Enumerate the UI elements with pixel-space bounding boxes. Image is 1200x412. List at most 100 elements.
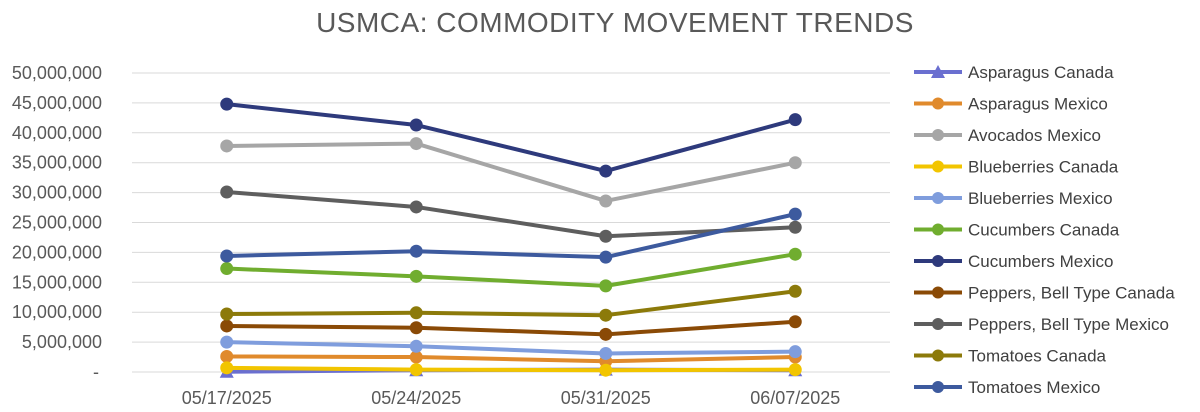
- legend-label: Avocados Mexico: [968, 126, 1101, 145]
- data-point: [409, 200, 423, 214]
- series: [220, 335, 802, 360]
- y-tick-label: 35,000,000: [12, 153, 102, 173]
- y-tick-label: 20,000,000: [12, 242, 102, 262]
- data-point: [788, 284, 802, 298]
- legend-marker: [932, 286, 944, 299]
- y-tick-label: 30,000,000: [12, 183, 102, 203]
- legend-label: Peppers, Bell Type Canada: [968, 284, 1175, 303]
- y-tick-label: 5,000,000: [22, 332, 102, 352]
- data-point: [599, 308, 613, 322]
- legend-marker: [932, 318, 944, 330]
- data-point: [599, 164, 613, 178]
- data-point: [788, 315, 802, 329]
- series: [220, 361, 802, 377]
- data-point: [788, 220, 802, 234]
- data-point: [599, 346, 613, 360]
- y-tick-label: 50,000,000: [12, 63, 102, 83]
- legend-label: Asparagus Mexico: [968, 95, 1108, 114]
- data-point: [409, 306, 423, 320]
- legend-marker: [932, 192, 944, 204]
- series: [220, 97, 802, 178]
- legend-label: Tomatoes Canada: [968, 347, 1107, 366]
- series-line: [226, 365, 796, 373]
- legend-entry: Peppers, Bell Type Canada: [914, 284, 1175, 303]
- legend-entry: Asparagus Canada: [914, 63, 1114, 82]
- data-point: [788, 363, 802, 377]
- chart-title: USMCA: COMMODITY MOVEMENT TRENDS: [316, 7, 914, 38]
- series: [220, 137, 802, 208]
- data-point: [599, 194, 613, 208]
- legend-marker: [932, 97, 944, 110]
- y-tick-label: -: [93, 362, 99, 382]
- data-point: [409, 339, 423, 353]
- x-axis-tick-labels: 05/17/2025 05/24/2025 05/31/2025 06/07/2025: [182, 388, 841, 408]
- legend-label: Peppers, Bell Type Mexico: [968, 315, 1169, 334]
- data-point: [599, 279, 613, 293]
- series-line: [226, 141, 796, 203]
- data-point: [220, 262, 234, 276]
- data-point: [220, 319, 234, 333]
- series-line: [226, 319, 796, 337]
- data-point: [409, 118, 423, 132]
- data-point: [220, 185, 234, 199]
- legend-marker: [932, 255, 944, 267]
- series-line: [226, 354, 796, 364]
- legend-entry: Blueberries Canada: [914, 158, 1119, 177]
- data-point: [599, 229, 613, 243]
- legend-marker: [932, 129, 944, 141]
- x-tick-label: 05/24/2025: [371, 388, 461, 408]
- legend-entry: Peppers, Bell Type Mexico: [914, 315, 1169, 334]
- data-point: [409, 244, 423, 258]
- legend-marker: [932, 381, 944, 393]
- series-line: [226, 212, 796, 260]
- data-point: [788, 156, 802, 170]
- x-tick-label: 05/31/2025: [561, 388, 651, 408]
- series: [220, 207, 802, 264]
- legend-marker: [932, 223, 944, 236]
- legend-entry: Tomatoes Canada: [914, 347, 1107, 366]
- data-point: [220, 97, 234, 111]
- data-point: [599, 363, 613, 377]
- data-point: [788, 207, 802, 221]
- series-line: [226, 252, 796, 288]
- legend-marker: [932, 349, 944, 362]
- series: [220, 247, 802, 293]
- series-lines: [219, 97, 803, 378]
- x-tick-label: 06/07/2025: [750, 388, 840, 408]
- series-line: [226, 289, 796, 318]
- legend-entry: Cucumbers Mexico: [914, 252, 1114, 271]
- data-point: [409, 269, 423, 283]
- legend-label: Cucumbers Canada: [968, 221, 1120, 240]
- series-line: [226, 340, 796, 356]
- data-point: [220, 139, 234, 153]
- data-point: [220, 335, 234, 349]
- legend-entry: Blueberries Mexico: [914, 189, 1113, 208]
- legend: Asparagus Canada Asparagus Mexico Avocados…: [914, 63, 1175, 397]
- data-point: [788, 345, 802, 359]
- legend-label: Asparagus Canada: [968, 63, 1114, 82]
- data-point: [599, 250, 613, 264]
- y-tick-label: 45,000,000: [12, 93, 102, 113]
- data-point: [220, 307, 234, 321]
- legend-label: Tomatoes Mexico: [968, 378, 1100, 397]
- legend-label: Cucumbers Mexico: [968, 252, 1114, 271]
- y-axis-tick-labels: - 5,000,000 10,000,000 15,000,000 20,000,000…: [12, 63, 102, 382]
- data-point: [409, 363, 423, 377]
- y-tick-label: 10,000,000: [12, 302, 102, 322]
- legend-entry: Asparagus Mexico: [914, 95, 1108, 114]
- y-tick-label: 15,000,000: [12, 272, 102, 292]
- data-point: [788, 113, 802, 127]
- legend-entry: Avocados Mexico: [914, 126, 1101, 145]
- series: [220, 315, 802, 341]
- series: [220, 185, 802, 243]
- data-point: [220, 349, 234, 363]
- legend-label: Blueberries Mexico: [968, 189, 1113, 208]
- data-point: [409, 321, 423, 335]
- y-tick-label: 25,000,000: [12, 213, 102, 233]
- data-point: [220, 361, 234, 375]
- series: [220, 284, 802, 322]
- y-tick-label: 40,000,000: [12, 123, 102, 143]
- data-point: [409, 137, 423, 151]
- data-point: [220, 249, 234, 263]
